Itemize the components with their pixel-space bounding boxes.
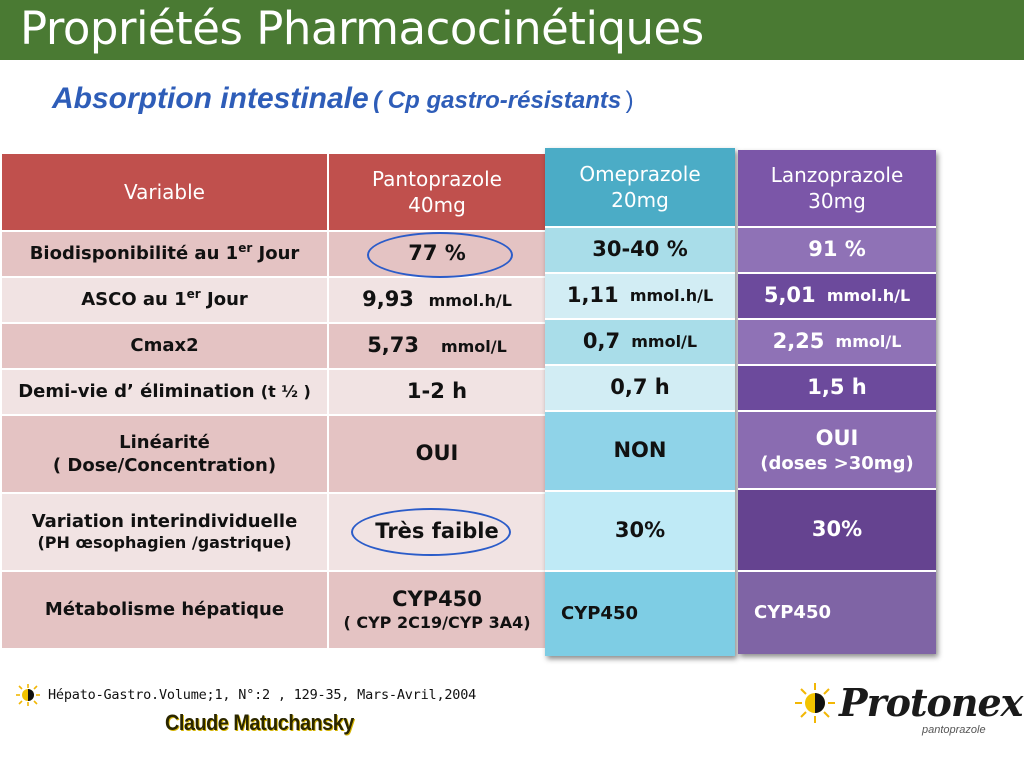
row-label-linearite: Linéarité ( Dose/Concentration) — [0, 414, 329, 494]
page-title: Propriétés Pharmacocinétiques — [20, 2, 704, 55]
label-line: ( Dose/Concentration) — [52, 455, 277, 476]
row-label-metabolisme: Métabolisme hépatique — [0, 570, 329, 650]
highlight-ellipse-biodispo — [367, 232, 513, 278]
table-row: Linéarité ( Dose/Concentration) OUI — [0, 414, 547, 494]
ome-cmax: 0,7 mmol/L — [545, 320, 735, 366]
comparison-table: Variable Pantoprazole 40mg Biodisponibil… — [0, 152, 547, 650]
label-text: ASCO au 1 — [81, 289, 187, 311]
ome-dose: 20mg — [611, 188, 669, 212]
lan-dose: 30mg — [808, 189, 866, 213]
table-row: Demi-vie d’ élimination (t ½ ) 1-2 h — [0, 368, 547, 416]
value-number: 2,25 — [772, 329, 825, 354]
panto-demivie: 1-2 h — [327, 368, 547, 416]
subtitle: Absorption intestinale ( Cp gastro-résis… — [52, 82, 634, 116]
label-sup: er — [186, 287, 201, 302]
header-panto-dose: 40mg — [408, 193, 466, 217]
lan-header: Lanzoprazole 30mg — [738, 150, 936, 228]
value-line: OUI — [815, 425, 859, 450]
value-unit: mmol/L — [440, 337, 507, 357]
row-label-biodispo: Biodisponibilité au 1er Jour — [0, 230, 329, 278]
panto-linearite: OUI — [327, 414, 547, 494]
subtitle-close: ) — [625, 87, 634, 114]
label-sup: er — [238, 241, 253, 256]
logo-subtitle: pantoprazole — [922, 724, 986, 736]
value-line: CYP450 — [392, 586, 482, 611]
ome-metabolisme: CYP450 — [545, 572, 735, 656]
panto-cmax: 5,73 mmol/L — [327, 322, 547, 370]
label-text: Jour — [200, 289, 248, 311]
lan-cmax: 2,25 mmol/L — [738, 320, 936, 366]
label-line: Linéarité — [119, 431, 210, 453]
table-header-row: Variable Pantoprazole 40mg — [0, 152, 547, 232]
ome-variation: 30% — [545, 492, 735, 572]
row-label-cmax: Cmax2 — [0, 322, 329, 370]
lan-variation: 30% — [738, 490, 936, 572]
label-text: Jour — [252, 243, 300, 265]
value-number: 1,11 — [566, 283, 619, 308]
label-line: Variation interindividuelle — [31, 510, 298, 532]
row-label-demivie: Demi-vie d’ élimination (t ½ ) — [0, 368, 329, 416]
reference-text: Hépato-Gastro.Volume;1, N°:2 , 129-35, M… — [48, 687, 477, 703]
row-label-variation: Variation interindividuelle (PH œsophagi… — [0, 492, 329, 572]
table-row: Variation interindividuelle (PH œsophagi… — [0, 492, 547, 572]
lan-demivie: 1,5 h — [738, 366, 936, 412]
subtitle-main: Absorption intestinale — [52, 82, 369, 115]
value-number: 5,01 — [763, 283, 816, 308]
header-variable: Variable — [0, 152, 329, 232]
panto-asco: 9,93 mmol.h/L — [327, 276, 547, 324]
subtitle-paren: ( Cp gastro-résistants — [373, 87, 622, 114]
sun-icon — [795, 682, 835, 723]
lanzoprazole-column: Lanzoprazole 30mg 91 % 5,01 mmol.h/L 2,2… — [738, 150, 936, 654]
lan-biodispo: 91 % — [738, 228, 936, 274]
ome-biodispo: 30-40 % — [545, 228, 735, 274]
label-small: (t ½ ) — [260, 382, 311, 402]
value-unit: mmol.h/L — [826, 285, 911, 305]
ome-linearite: NON — [545, 412, 735, 492]
reference: Hépato-Gastro.Volume;1, N°:2 , 129-35, M… — [14, 683, 476, 707]
lan-asco: 5,01 mmol.h/L — [738, 274, 936, 320]
lan-name: Lanzoprazole — [770, 163, 904, 187]
ome-header: Omeprazole 20mg — [545, 148, 735, 228]
value-unit: mmol.h/L — [428, 291, 512, 311]
protonex-logo: Protonex — [793, 680, 1023, 725]
lan-linearite: OUI (doses >30mg) — [738, 412, 936, 490]
header-panto-name: Pantoprazole — [372, 167, 502, 191]
title-bar: Propriétés Pharmacocinétiques — [0, 0, 1024, 60]
row-label-asco: ASCO au 1er Jour — [0, 276, 329, 324]
value-unit: mmol/L — [631, 331, 698, 351]
highlight-ellipse-variation — [351, 508, 511, 556]
value-number: 0,7 — [582, 329, 621, 354]
sun-icon — [16, 684, 40, 706]
table-row: Cmax2 5,73 mmol/L — [0, 322, 547, 370]
value-line: ( CYP 2C19/CYP 3A4) — [343, 613, 531, 633]
table-row: ASCO au 1er Jour 9,93 mmol.h/L — [0, 276, 547, 324]
value-line: (doses >30mg) — [760, 452, 914, 474]
ome-name: Omeprazole — [579, 162, 701, 186]
author: Claude Matuchansky — [165, 710, 354, 735]
value-number: 9,93 — [362, 287, 414, 312]
value-number: 5,73 — [367, 333, 420, 358]
value-unit: mmol/L — [835, 331, 902, 351]
value-unit: mmol.h/L — [629, 285, 714, 305]
logo-brand: Protonex — [839, 680, 1023, 725]
ome-demivie: 0,7 h — [545, 366, 735, 412]
lan-metabolisme: CYP450 — [738, 572, 936, 654]
panto-metabolisme: CYP450 ( CYP 2C19/CYP 3A4) — [327, 570, 547, 650]
ome-asco: 1,11 mmol.h/L — [545, 274, 735, 320]
omeprazole-column: Omeprazole 20mg 30-40 % 1,11 mmol.h/L 0,… — [545, 148, 735, 656]
label-line: (PH œsophagien /gastrique) — [37, 533, 292, 553]
label-text: Biodisponibilité au 1 — [29, 243, 239, 265]
header-pantoprazole: Pantoprazole 40mg — [327, 152, 547, 232]
table-row: Métabolisme hépatique CYP450 ( CYP 2C19/… — [0, 570, 547, 650]
label-text: Demi-vie d’ élimination — [18, 381, 255, 403]
